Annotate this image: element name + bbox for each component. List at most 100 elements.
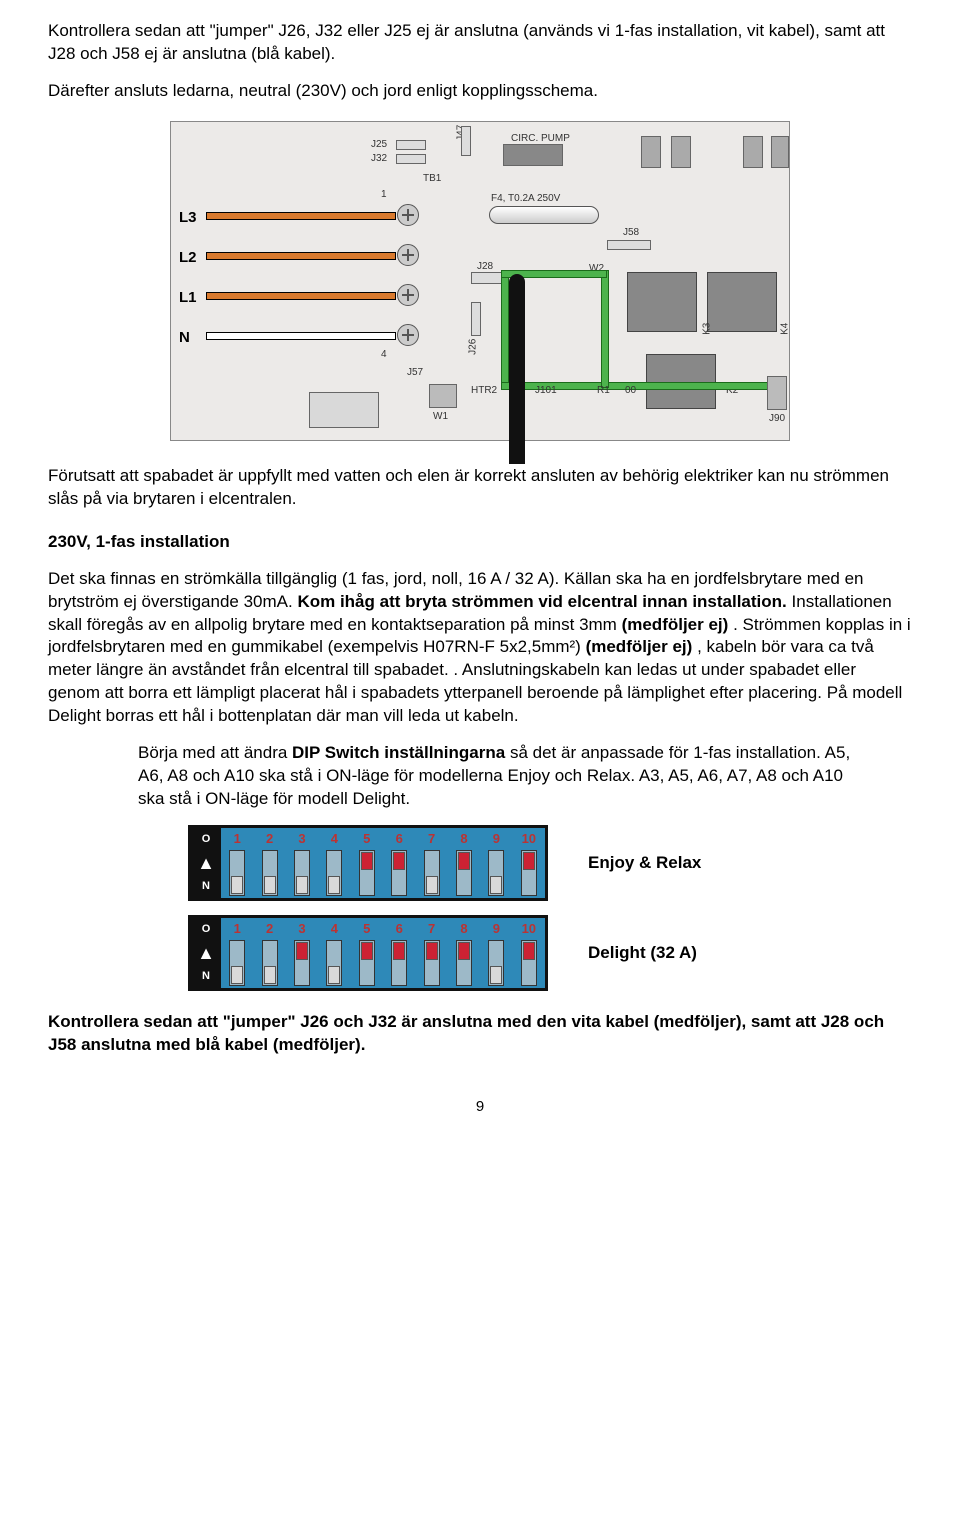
- j47-box: [461, 126, 471, 156]
- dip-number: 1: [234, 920, 241, 938]
- dip-knob: [361, 942, 373, 960]
- dip-slot: 10: [513, 828, 545, 898]
- label-n: N: [179, 328, 190, 348]
- label-k3: K3: [700, 322, 714, 334]
- label-htr2: HTR2: [471, 384, 497, 398]
- dip-knob: [426, 942, 438, 960]
- dip-number: 6: [396, 920, 403, 938]
- para-1: Kontrollera sedan att "jumper" J26, J32 …: [48, 20, 912, 66]
- dip-number: 3: [298, 920, 305, 938]
- para-5: Kontrollera sedan att "jumper" J26 och J…: [48, 1011, 912, 1057]
- fuse: [489, 206, 599, 224]
- j28-box: [471, 272, 505, 284]
- dip-track: [262, 940, 278, 986]
- para-1b: Därefter ansluts ledarna, neutral (230V)…: [48, 80, 912, 103]
- wire-l1: [206, 292, 396, 300]
- dip-slot: 9: [480, 828, 512, 898]
- label-l2: L2: [179, 248, 197, 268]
- wire-n: [206, 332, 396, 340]
- relay-k3: [627, 272, 697, 332]
- dip-slot: 3: [286, 828, 318, 898]
- dip-switch-delight: O ▲ N 12345678910: [188, 915, 548, 991]
- dip-track: [359, 850, 375, 896]
- dip-knob: [393, 852, 405, 870]
- label-r1: R1: [597, 384, 610, 398]
- dip-knob: [393, 942, 405, 960]
- dip-row-enjoy: O ▲ N 12345678910 Enjoy & Relax: [188, 825, 912, 901]
- label-fuse: F4, T0.2A 250V: [491, 192, 560, 206]
- label-j90: J90: [769, 412, 785, 426]
- dip-on-col: O ▲ N: [191, 828, 221, 898]
- dip-number: 10: [522, 830, 536, 848]
- dip-track: [262, 850, 278, 896]
- dip-slot: 10: [513, 918, 545, 988]
- dip-knob: [523, 942, 535, 960]
- label-l3: L3: [179, 208, 197, 228]
- dip-track: [229, 940, 245, 986]
- dip-slot: 8: [448, 918, 480, 988]
- dip-track: [488, 940, 504, 986]
- dip-knob: [426, 876, 438, 894]
- dip-slot: 9: [480, 918, 512, 988]
- chip-w1: [429, 384, 457, 408]
- dip-track: [521, 940, 537, 986]
- dip-track: [391, 850, 407, 896]
- label-k4: K4: [778, 322, 792, 334]
- dip-knob: [296, 942, 308, 960]
- dip-knob: [264, 876, 276, 894]
- dip-track: [424, 940, 440, 986]
- text-bold: DIP Switch inställningarna: [292, 743, 505, 762]
- label-w1: W1: [433, 410, 448, 424]
- dip-track: [456, 940, 472, 986]
- dip-track: [391, 940, 407, 986]
- dip-knob: [490, 966, 502, 984]
- dip-number: 6: [396, 830, 403, 848]
- j90-box: [767, 376, 787, 410]
- dip-number: 7: [428, 830, 435, 848]
- dip-number: 4: [331, 830, 338, 848]
- dip-track: [359, 940, 375, 986]
- dip-slot: 8: [448, 828, 480, 898]
- dip-track: [229, 850, 245, 896]
- dip-label-enjoy: Enjoy & Relax: [588, 852, 701, 875]
- label-j25: J25: [371, 138, 387, 152]
- arrow-up-icon: ▲: [197, 854, 215, 872]
- j32-box: [396, 154, 426, 164]
- dip-slot: 7: [415, 918, 447, 988]
- dip-knob: [328, 876, 340, 894]
- dip-label-delight: Delight (32 A): [588, 942, 697, 965]
- dip-on-col: O ▲ N: [191, 918, 221, 988]
- dip-slot: 4: [318, 918, 350, 988]
- dip-number: 5: [363, 830, 370, 848]
- dip-track: [424, 850, 440, 896]
- para-3: Det ska finnas en strömkälla tillgänglig…: [48, 568, 912, 729]
- gnd-v2: [601, 270, 609, 388]
- dip-switch-enjoy: O ▲ N 12345678910: [188, 825, 548, 901]
- para-4: Börja med att ändra DIP Switch inställni…: [138, 742, 872, 811]
- dip-number: 4: [331, 920, 338, 938]
- label-j26: J26: [466, 339, 480, 355]
- label-l1: L1: [179, 288, 197, 308]
- on-n: N: [202, 969, 210, 984]
- dip-track: [456, 850, 472, 896]
- dip-number: 9: [493, 830, 500, 848]
- dip-knob: [264, 966, 276, 984]
- label-00: 00: [625, 384, 636, 398]
- label-j58: J58: [623, 226, 639, 240]
- dip-slot: 5: [351, 828, 383, 898]
- dip-track: [326, 940, 342, 986]
- screw: [397, 244, 419, 266]
- dip-knob: [296, 876, 308, 894]
- dip-slot: 7: [415, 828, 447, 898]
- dip-number: 2: [266, 920, 273, 938]
- on-o: O: [202, 832, 211, 847]
- conn-r3: [743, 136, 763, 168]
- text-bold: Kom ihåg att bryta strömmen vid elcentra…: [297, 592, 786, 611]
- dip-knob: [361, 852, 373, 870]
- relay-k4: [707, 272, 777, 332]
- label-tb1: TB1: [423, 172, 441, 186]
- circ-conn: [503, 144, 563, 166]
- dip-slot: 6: [383, 828, 415, 898]
- dip-track: [326, 850, 342, 896]
- conn-r2: [671, 136, 691, 168]
